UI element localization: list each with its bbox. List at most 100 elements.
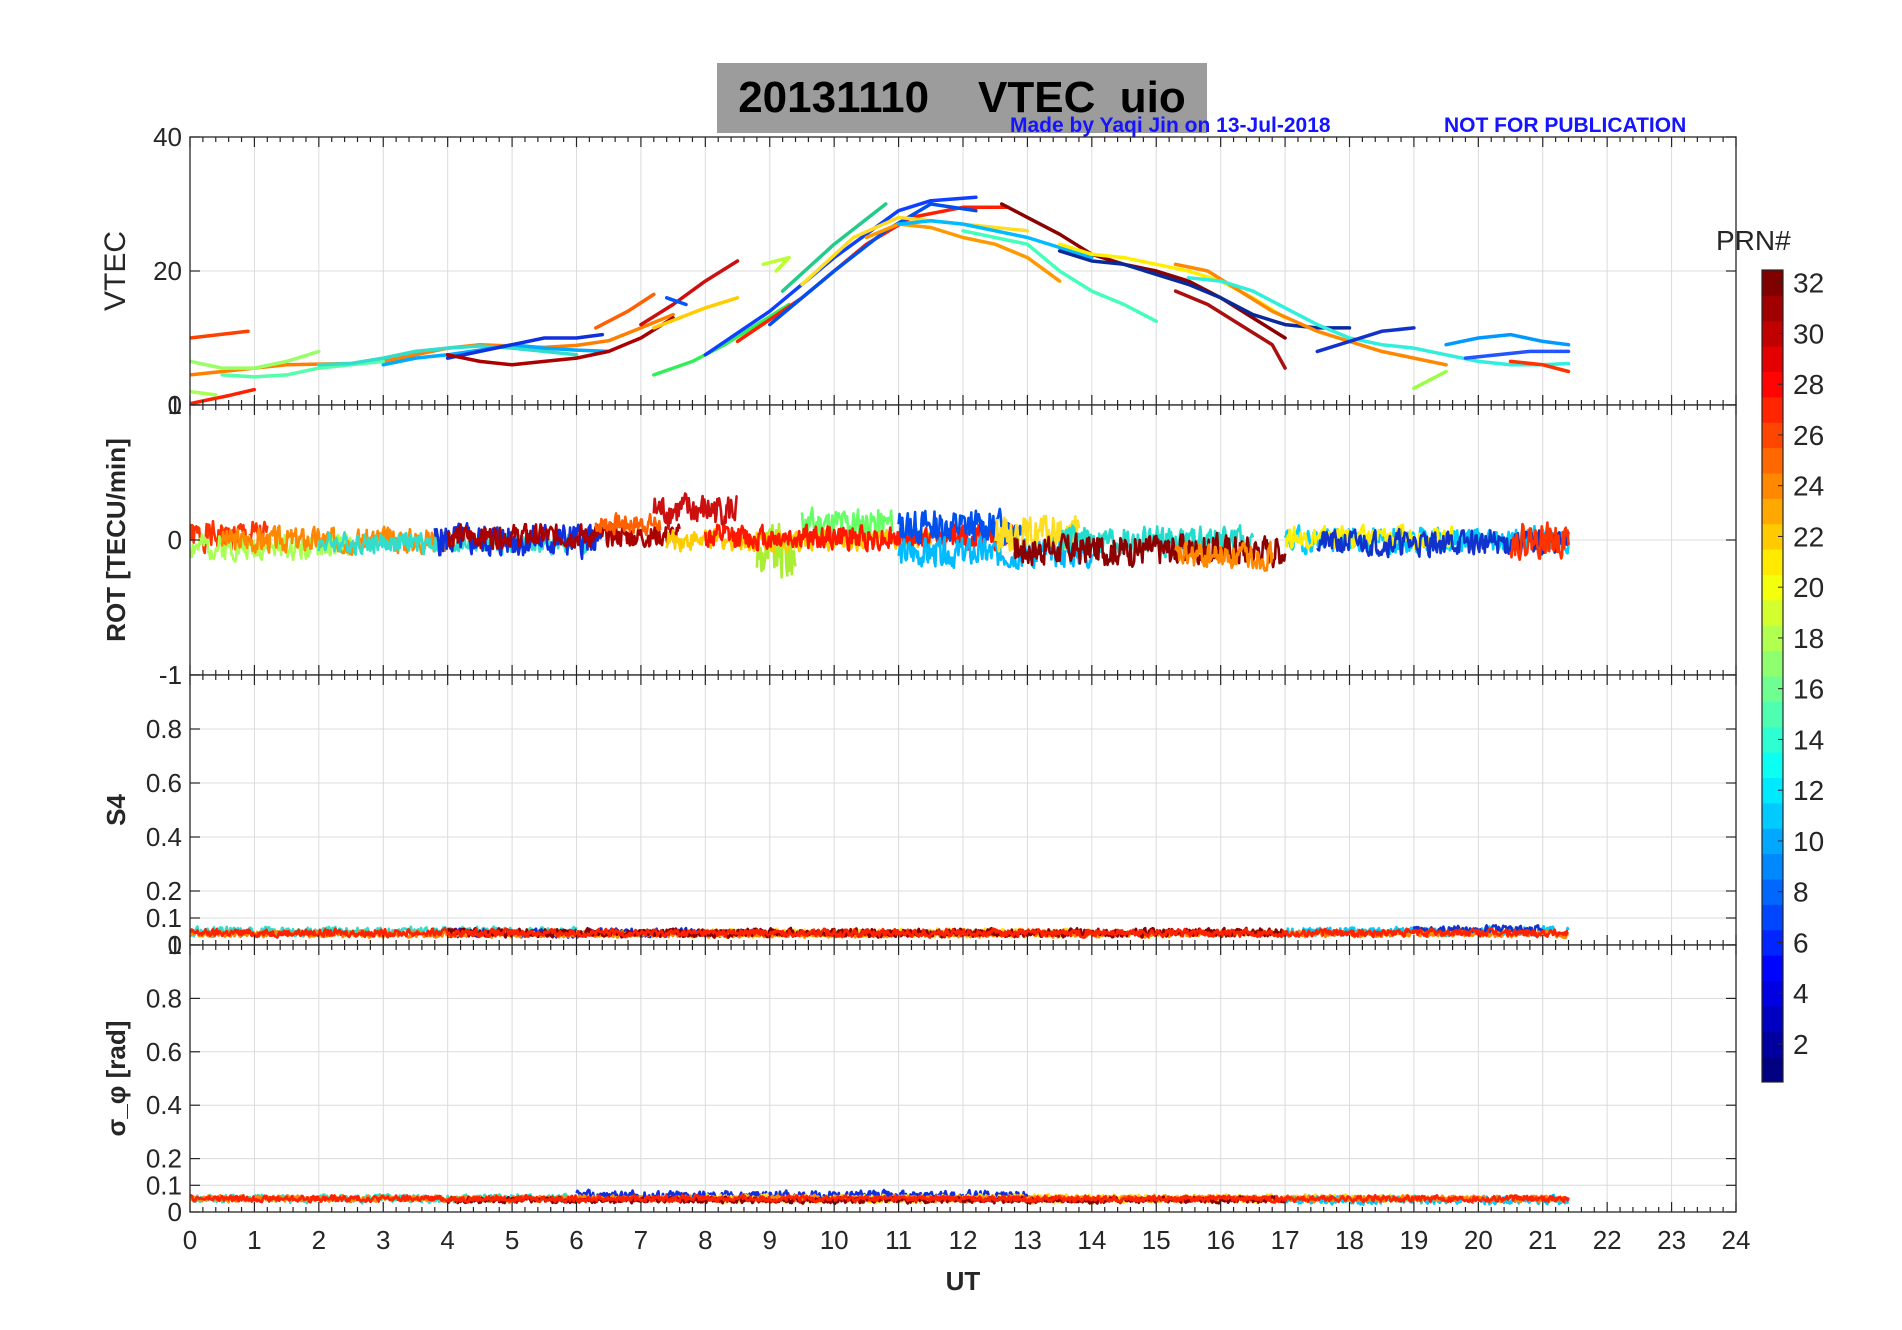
colorbar-cell: [1762, 777, 1783, 804]
series-trace-8: [190, 926, 1569, 939]
colorbar-cell: [1762, 346, 1783, 372]
series-trace-10: [665, 527, 933, 553]
y-axis-label: VTEC: [99, 231, 132, 311]
colorbar-cell: [1762, 676, 1783, 702]
series-trace-13: [897, 507, 1023, 547]
series-line-7: [317, 344, 579, 367]
y-tick-label: 1: [168, 390, 182, 420]
series-line-23: [896, 219, 1094, 260]
colorbar-tick-label: 24: [1793, 471, 1824, 502]
credit-text: Made by Yaqi Jin on 13-Jul-2018: [1010, 114, 1331, 137]
colorbar-tick-label: 32: [1793, 268, 1824, 299]
series-line-32: [1412, 369, 1448, 391]
y-tick-label: 0: [168, 1197, 182, 1227]
y-tick-label: 0.1: [146, 903, 182, 933]
series-line-28: [1173, 289, 1287, 370]
colorbar-cell: [1762, 980, 1783, 1007]
x-tick-label: 10: [820, 1225, 849, 1255]
series-line-29: [1173, 262, 1448, 367]
x-tick-label: 12: [949, 1225, 978, 1255]
series-trace-7: [594, 512, 662, 537]
y-tick-label: -1: [159, 660, 182, 690]
series-line-15: [664, 296, 688, 307]
x-tick-label: 11: [885, 1225, 912, 1255]
series-trace-9: [755, 522, 797, 579]
series-trace-17: [1013, 531, 1287, 569]
series-group: [190, 195, 1571, 405]
colorbar-cell: [1762, 929, 1783, 956]
x-tick-label: 1: [247, 1225, 261, 1255]
x-tick-label: 23: [1657, 1225, 1686, 1255]
colorbar-cell: [1762, 701, 1783, 728]
colorbar-cell: [1762, 498, 1783, 525]
x-tick-label: 2: [312, 1225, 326, 1255]
series-line-33: [1444, 332, 1571, 347]
y-tick-label: 0.2: [146, 1144, 182, 1174]
series-trace-11: [800, 506, 894, 541]
x-tick-label: 22: [1593, 1225, 1622, 1255]
series-line-11: [594, 292, 656, 330]
y-tick-label: 0.6: [146, 1037, 182, 1067]
series-group: [190, 492, 1570, 579]
colorbar-tick-label: 28: [1793, 369, 1824, 400]
colorbar-cell: [1762, 625, 1783, 652]
x-tick-label: 0: [183, 1225, 197, 1255]
x-tick-label: 17: [1271, 1225, 1300, 1255]
x-tick-label: 20: [1464, 1225, 1493, 1255]
series-line-20: [780, 202, 888, 293]
colorbar-tick-label: 22: [1793, 521, 1824, 552]
y-tick-label: 0: [168, 390, 182, 420]
series-line-34: [1508, 359, 1571, 374]
series-line-17: [703, 195, 978, 357]
series-line-35: [1463, 349, 1571, 360]
colorbar-cell: [1762, 752, 1783, 778]
series-line-10: [445, 316, 675, 367]
colorbar-cell: [1762, 396, 1783, 423]
colorbar-cell: [1762, 371, 1783, 398]
colorbar-cell: [1762, 802, 1783, 829]
series-line-12: [639, 259, 740, 327]
y-axis-label: σ_φ [rad]: [101, 1021, 131, 1137]
x-tick-label: 6: [569, 1225, 583, 1255]
y-tick-label: 20: [153, 256, 182, 286]
series-trace-22: [1509, 521, 1570, 562]
x-tick-label: 13: [1013, 1225, 1042, 1255]
y-tick-label: 40: [153, 122, 182, 152]
colorbar-cell: [1762, 726, 1783, 753]
colorbar-tick-label: 18: [1793, 623, 1824, 654]
series-line-2: [190, 387, 257, 405]
colorbar-cell: [1762, 853, 1783, 880]
series-line-14: [652, 302, 791, 377]
y-tick-label: 0.8: [146, 983, 182, 1013]
panel-vtec: 0 20 40 VTEC: [99, 122, 1737, 420]
colorbar-tick-label: 8: [1793, 877, 1809, 908]
colorbar-cell: [1762, 447, 1783, 474]
series-trace-3: [220, 524, 462, 557]
colorbar-tick-label: 14: [1793, 724, 1824, 755]
series-line-24: [961, 229, 1159, 324]
series-line-30: [1186, 275, 1571, 367]
colorbar-tick-label: 2: [1793, 1029, 1809, 1060]
y-tick-label: 0.8: [146, 714, 182, 744]
colorbar-tick-label: 26: [1793, 420, 1824, 451]
notice-text: NOT FOR PUBLICATION: [1444, 114, 1687, 137]
colorbar-tick-label: 10: [1793, 826, 1824, 857]
series-line-27: [1057, 249, 1352, 330]
colorbar-cell: [1762, 320, 1783, 347]
series-line-31: [1315, 326, 1416, 354]
colorbar-tick-label: 4: [1793, 978, 1809, 1009]
colorbar-cell: [1762, 295, 1783, 322]
colorbar-cell: [1762, 1031, 1783, 1058]
series-group: [190, 1188, 1570, 1206]
colorbar-cell: [1762, 1005, 1783, 1032]
y-tick-label: 0.6: [146, 768, 182, 798]
series-trace-14: [897, 534, 1094, 571]
y-axis-label: S4: [101, 794, 131, 826]
series-line-16: [761, 255, 791, 273]
x-tick-label: 5: [505, 1225, 519, 1255]
colorbar-cell: [1762, 904, 1783, 931]
colorbar-cell: [1762, 650, 1783, 677]
x-tick-label: 19: [1399, 1225, 1428, 1255]
